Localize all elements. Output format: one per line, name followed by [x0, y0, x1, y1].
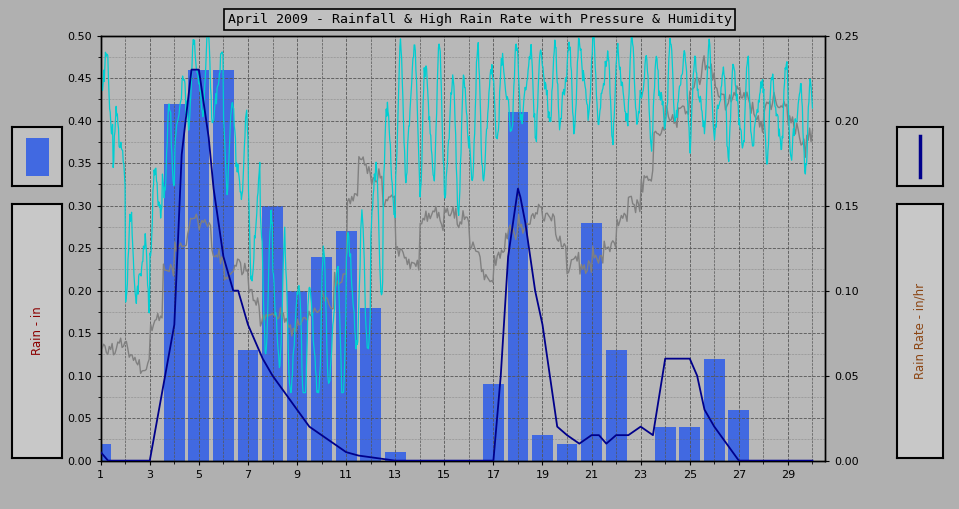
Bar: [581, 222, 602, 461]
Bar: [704, 359, 725, 461]
Bar: [164, 104, 185, 461]
Bar: [361, 307, 381, 461]
Bar: [188, 70, 209, 461]
Bar: [655, 427, 676, 461]
Bar: [483, 384, 503, 461]
Bar: [507, 112, 528, 461]
Bar: [311, 257, 332, 461]
Bar: [213, 70, 234, 461]
Bar: [532, 435, 553, 461]
Text: April 2009 - Rainfall & High Rain Rate with Pressure & Humidity: April 2009 - Rainfall & High Rain Rate w…: [227, 13, 732, 26]
Text: Rain - in: Rain - in: [31, 306, 44, 355]
Bar: [26, 138, 49, 176]
Bar: [606, 350, 626, 461]
Bar: [556, 444, 577, 461]
Bar: [238, 350, 258, 461]
Bar: [336, 231, 357, 461]
Bar: [262, 206, 283, 461]
Bar: [90, 444, 111, 461]
Bar: [287, 291, 308, 461]
Bar: [729, 410, 749, 461]
Text: Rain Rate - in/hr: Rain Rate - in/hr: [913, 283, 926, 379]
Bar: [679, 427, 700, 461]
Bar: [385, 452, 406, 461]
